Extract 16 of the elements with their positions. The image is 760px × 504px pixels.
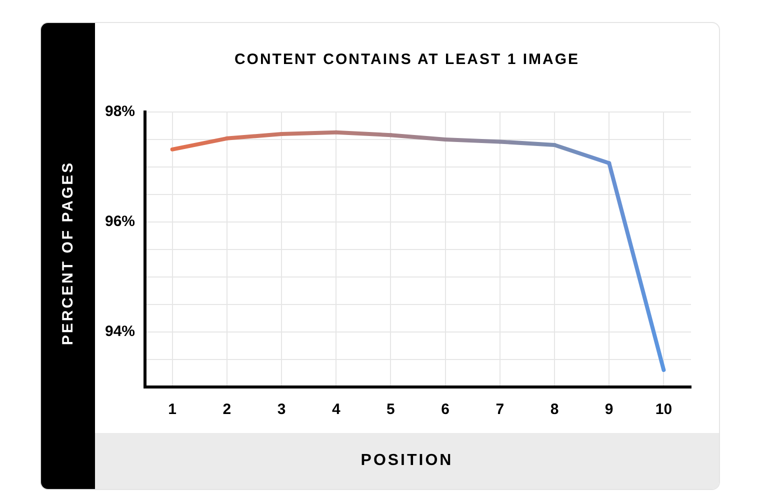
chart-title: CONTENT CONTAINS AT LEAST 1 IMAGE [233, 51, 581, 68]
y-tick-label: 94% [104, 323, 136, 340]
x-tick-label: 9 [604, 401, 614, 418]
x-tick-label: 3 [277, 401, 286, 418]
x-tick-label: 10 [655, 401, 672, 418]
x-tick-label: 4 [332, 401, 341, 418]
x-tick-label: 7 [496, 401, 504, 418]
x-tick-label: 1 [168, 401, 176, 418]
x-tick-label: 2 [222, 401, 232, 418]
y-tick-label: 96% [104, 213, 136, 230]
x-tick-label: 5 [386, 401, 395, 418]
x-axis-title: POSITION [95, 433, 719, 489]
y-axis-title: PERCENT OF PAGES [60, 160, 76, 346]
y-tick-label: 98% [104, 103, 136, 120]
x-tick-label: 6 [441, 401, 450, 418]
x-tick-label: 8 [550, 401, 559, 418]
